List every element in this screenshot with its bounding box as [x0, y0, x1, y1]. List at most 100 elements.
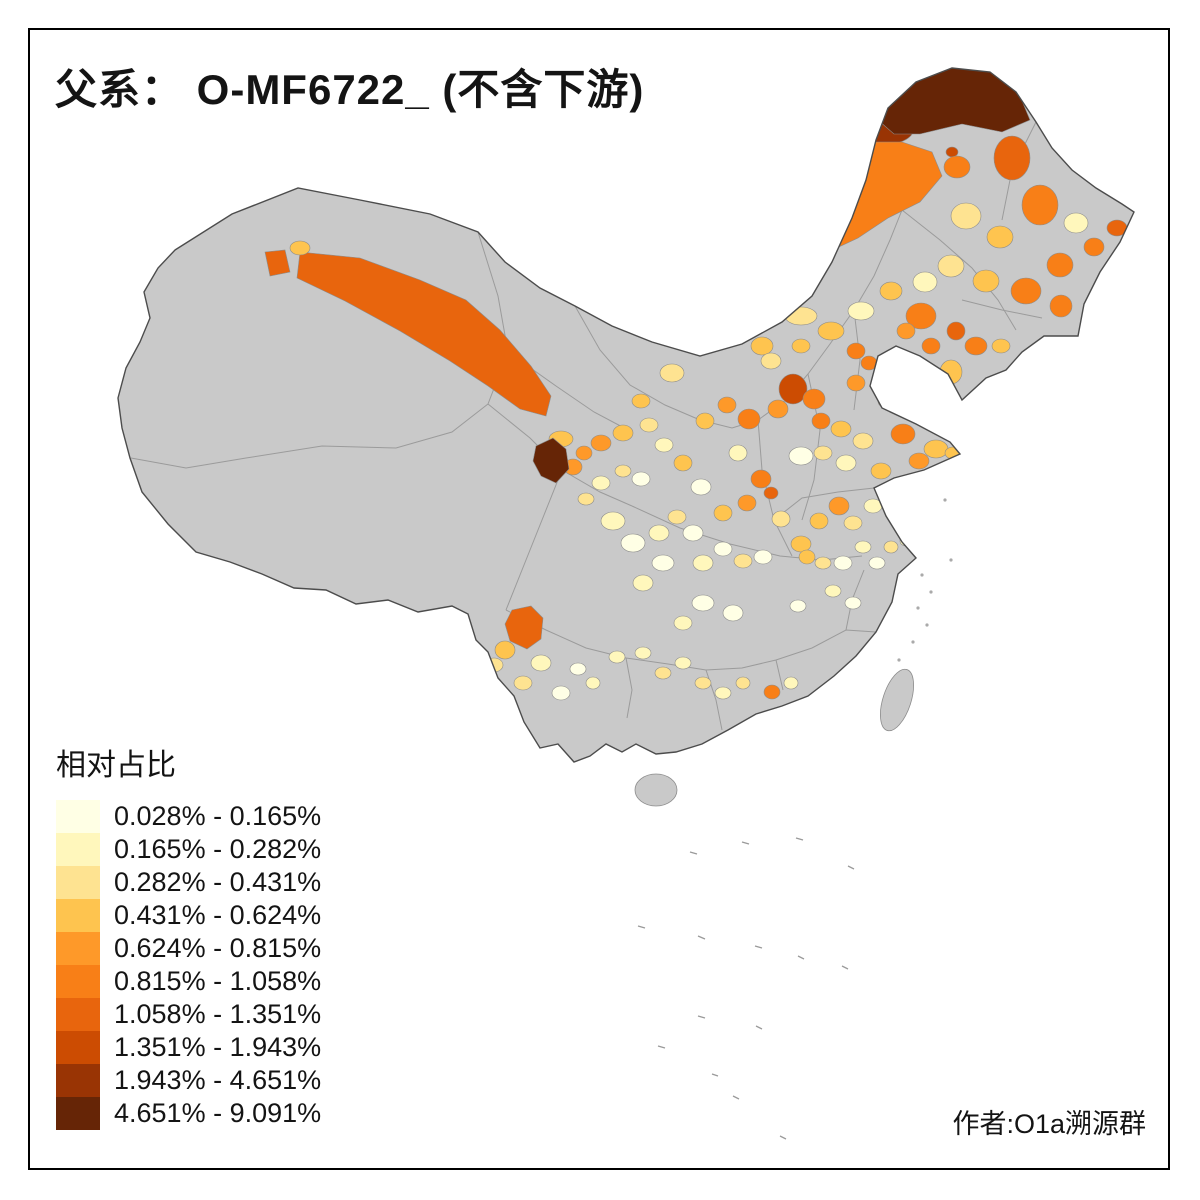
map-region	[591, 475, 611, 491]
coastal-islets	[897, 498, 953, 662]
map-region	[790, 535, 812, 553]
map-region	[993, 135, 1031, 181]
map-region	[943, 155, 971, 179]
legend-rows: 0.028% - 0.165% 0.165% - 0.282% 0.282% - 0…	[56, 800, 321, 1130]
map-region	[608, 650, 626, 664]
map-region	[912, 271, 938, 293]
map-region	[682, 524, 704, 542]
map-region	[771, 510, 791, 528]
legend-range-label: 4.651% - 9.091%	[114, 1098, 322, 1128]
map-region	[788, 446, 814, 466]
map-region	[714, 686, 732, 700]
legend-swatch	[56, 998, 100, 1031]
map-region	[791, 338, 811, 354]
map-region	[585, 676, 601, 690]
legend-swatch	[56, 899, 100, 932]
map-region	[879, 281, 903, 301]
legend-row: 0.282% - 0.431%	[56, 866, 321, 899]
legend-row: 0.431% - 0.624%	[56, 899, 321, 932]
map-region	[809, 512, 829, 530]
map-region	[833, 555, 853, 571]
map-region	[852, 432, 874, 450]
map-region	[631, 393, 651, 409]
author-credit: 作者:O1a溯源群	[952, 1109, 1146, 1139]
legend-range-label: 0.282% - 0.431%	[114, 867, 322, 897]
map-region	[763, 684, 781, 700]
map-region	[908, 452, 930, 470]
map-region	[673, 615, 693, 631]
map-region	[921, 337, 941, 355]
legend-swatch	[56, 1031, 100, 1064]
map-region	[691, 594, 715, 612]
map-region	[532, 437, 570, 484]
map-region	[753, 549, 773, 565]
map-region	[843, 515, 863, 531]
map-region	[894, 478, 910, 492]
map-region	[651, 554, 675, 572]
map-region	[763, 486, 779, 500]
legend-row: 0.624% - 0.815%	[56, 932, 321, 965]
legend: 相对占比 0.028% - 0.165% 0.165% - 0.282% 0.282…	[56, 740, 321, 1130]
map-region	[569, 662, 587, 676]
map-region	[590, 434, 612, 452]
map-region	[728, 444, 748, 462]
map-region	[713, 504, 733, 522]
map-region	[868, 556, 886, 570]
map-region	[846, 374, 866, 392]
map-region	[530, 654, 552, 672]
map-region	[620, 533, 646, 553]
legend-range-label: 0.431% - 0.624%	[114, 900, 322, 930]
legend-swatch	[56, 833, 100, 866]
map-region	[937, 254, 965, 278]
map-region	[600, 511, 626, 531]
map-region	[733, 553, 753, 569]
legend-range-label: 0.028% - 0.165%	[114, 801, 322, 831]
map-region	[813, 445, 833, 461]
map-region	[750, 469, 772, 489]
map-region	[923, 439, 949, 459]
map-region	[750, 336, 774, 356]
taiwan-island	[880, 668, 914, 732]
legend-range-label: 1.943% - 4.651%	[114, 1065, 322, 1095]
legend-swatch	[56, 1097, 100, 1130]
map-region	[986, 225, 1014, 249]
map-region	[717, 396, 737, 414]
map-region	[1083, 237, 1105, 257]
map-region	[972, 269, 1000, 293]
map-region	[494, 640, 516, 660]
map-region	[654, 437, 674, 453]
map-region	[612, 424, 634, 442]
legend-row: 1.351% - 1.943%	[56, 1031, 321, 1064]
map-region	[1046, 252, 1074, 278]
legend-swatch	[56, 965, 100, 998]
map-region	[695, 412, 715, 430]
map-region	[789, 599, 807, 613]
map-region	[673, 454, 693, 472]
legend-swatch	[56, 866, 100, 899]
legend-range-label: 0.165% - 0.282%	[114, 834, 322, 864]
map-region	[889, 509, 909, 525]
map-region	[778, 373, 808, 405]
legend-range-label: 0.815% - 1.058%	[114, 966, 322, 996]
legend-swatch	[56, 1064, 100, 1097]
map-region	[1063, 212, 1089, 234]
south-china-sea-islets	[637, 837, 855, 1140]
map-region	[692, 554, 714, 572]
map-region	[767, 399, 789, 419]
map-region	[783, 676, 799, 690]
map-region	[946, 321, 966, 341]
map-region	[722, 604, 744, 622]
map-region	[830, 420, 852, 438]
legend-row: 0.165% - 0.282%	[56, 833, 321, 866]
map-region	[1010, 277, 1042, 305]
map-region	[854, 540, 872, 554]
map-region	[264, 249, 291, 277]
map-region	[798, 549, 816, 565]
map-region	[575, 445, 593, 461]
map-region	[667, 509, 687, 525]
legend-range-label: 0.624% - 0.815%	[114, 933, 322, 963]
map-region	[802, 388, 826, 410]
map-region	[870, 462, 892, 480]
